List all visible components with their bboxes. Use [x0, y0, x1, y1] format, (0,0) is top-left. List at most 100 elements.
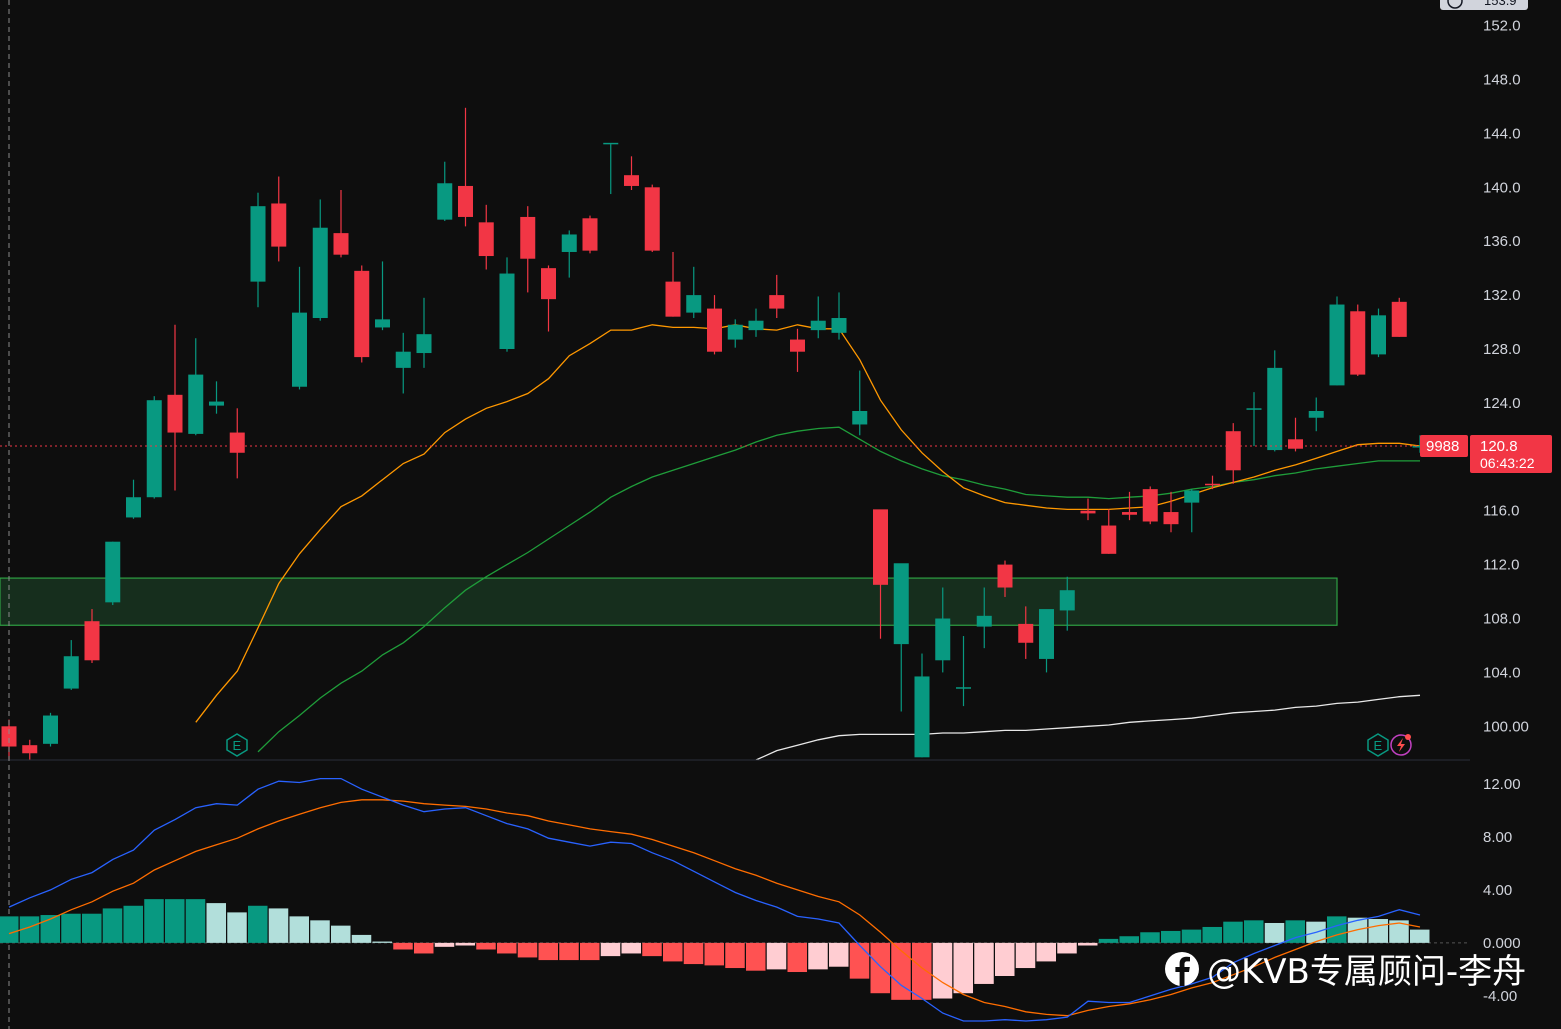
candle[interactable] — [1018, 606, 1034, 659]
candle[interactable] — [292, 266, 307, 390]
candle[interactable] — [1350, 304, 1366, 376]
candle[interactable] — [561, 230, 577, 278]
candle[interactable] — [395, 332, 411, 394]
candle[interactable] — [1122, 491, 1137, 521]
candle[interactable] — [146, 396, 162, 499]
add-alert-icon[interactable] — [1447, 0, 1463, 9]
candle[interactable] — [582, 215, 598, 254]
candle-body — [1163, 512, 1179, 525]
candle[interactable] — [43, 712, 58, 747]
candle[interactable] — [437, 161, 453, 221]
candle-layer[interactable] — [1, 107, 1428, 760]
candle[interactable] — [499, 257, 515, 352]
candle[interactable] — [1080, 498, 1096, 521]
candle[interactable] — [1142, 486, 1158, 525]
macd-histogram-bar — [123, 905, 143, 943]
candle[interactable] — [541, 265, 556, 332]
moving-average-layer — [195, 324, 1421, 760]
candle[interactable] — [769, 274, 785, 319]
candle[interactable] — [686, 266, 702, 319]
candle[interactable] — [126, 479, 141, 519]
macd-histogram-bar — [849, 942, 870, 979]
candle[interactable] — [1205, 475, 1220, 490]
candle[interactable] — [914, 653, 930, 758]
candle[interactable] — [1225, 423, 1241, 484]
candle[interactable] — [707, 295, 722, 355]
macd-axis[interactable]: 12.00 8.00 4.00 0.000 -4.00 — [1483, 776, 1521, 1005]
candle[interactable] — [624, 156, 639, 190]
candle[interactable] — [748, 308, 764, 337]
candle[interactable] — [665, 251, 681, 317]
candle[interactable] — [893, 563, 909, 712]
price-axis[interactable]: 152.0 148.0 144.0 140.0 136.0 132.0 128.0 124.0… — [1483, 18, 1529, 736]
candle-body — [893, 563, 909, 645]
candle[interactable] — [1329, 296, 1345, 386]
candle[interactable] — [271, 176, 287, 262]
macd-histogram-bar — [289, 916, 309, 943]
macd-histogram-bar — [185, 899, 206, 943]
macd-histogram-bar — [538, 942, 558, 961]
candle[interactable] — [458, 107, 473, 227]
candle[interactable] — [1101, 509, 1117, 554]
candle[interactable] — [1184, 489, 1200, 533]
candle[interactable] — [333, 190, 349, 258]
current-price-tag[interactable]: 9988 120.8 06:43:22 — [0, 435, 1552, 474]
candle[interactable] — [1246, 392, 1262, 447]
candle[interactable] — [312, 199, 328, 321]
candle[interactable] — [873, 509, 888, 639]
candle-body — [810, 320, 826, 331]
candle[interactable] — [997, 560, 1013, 597]
candle[interactable] — [478, 204, 494, 270]
candle[interactable] — [209, 381, 224, 414]
candle[interactable] — [84, 609, 100, 663]
earnings-marker-icon[interactable]: E — [1367, 733, 1389, 757]
candle[interactable] — [22, 739, 38, 760]
candle-body — [997, 564, 1013, 588]
candle[interactable] — [1308, 397, 1324, 432]
candle[interactable] — [935, 587, 951, 673]
candle[interactable] — [1163, 491, 1179, 533]
candle[interactable] — [520, 206, 536, 293]
candle-body — [1122, 512, 1137, 515]
price-axis-tick: 136.0 — [1483, 233, 1521, 250]
macd-histogram-bar — [953, 942, 973, 994]
candle[interactable] — [250, 192, 266, 308]
candle-body — [1039, 609, 1054, 659]
candle[interactable] — [810, 296, 826, 339]
candle[interactable] — [416, 297, 432, 368]
candle[interactable] — [831, 292, 847, 340]
candle[interactable] — [229, 408, 245, 479]
lightning-icon[interactable] — [1390, 734, 1412, 756]
candle[interactable] — [644, 184, 660, 252]
candle[interactable] — [188, 338, 204, 436]
candle[interactable] — [375, 261, 390, 331]
candle[interactable] — [1039, 609, 1054, 673]
candle[interactable] — [1391, 297, 1407, 337]
support-zone-box[interactable] — [0, 577, 1338, 626]
candle[interactable] — [603, 142, 619, 195]
macd-histogram-bar — [414, 942, 434, 954]
bar-countdown: 06:43:22 — [1480, 455, 1535, 471]
candle[interactable] — [956, 636, 971, 707]
candle[interactable] — [790, 328, 805, 372]
candle[interactable] — [1371, 308, 1386, 358]
candle[interactable] — [976, 587, 992, 649]
candle[interactable] — [852, 370, 868, 436]
candle-body — [126, 497, 141, 518]
candle[interactable] — [63, 640, 79, 690]
candle[interactable] — [167, 324, 183, 491]
candle[interactable] — [1267, 350, 1283, 452]
macd-axis-tick: 0.000 — [1483, 935, 1521, 952]
macd-histogram-bar — [248, 905, 268, 943]
macd-histogram-bar — [19, 916, 40, 943]
candle[interactable] — [105, 541, 121, 606]
macd-pane[interactable] — [0, 777, 1470, 1022]
macd-histogram-bar — [600, 942, 621, 957]
price-axis-tick: 140.0 — [1483, 179, 1521, 196]
earnings-marker-icon[interactable]: E — [226, 733, 248, 757]
candle[interactable] — [1059, 576, 1075, 631]
candle[interactable] — [727, 319, 743, 348]
candle[interactable] — [354, 265, 370, 363]
